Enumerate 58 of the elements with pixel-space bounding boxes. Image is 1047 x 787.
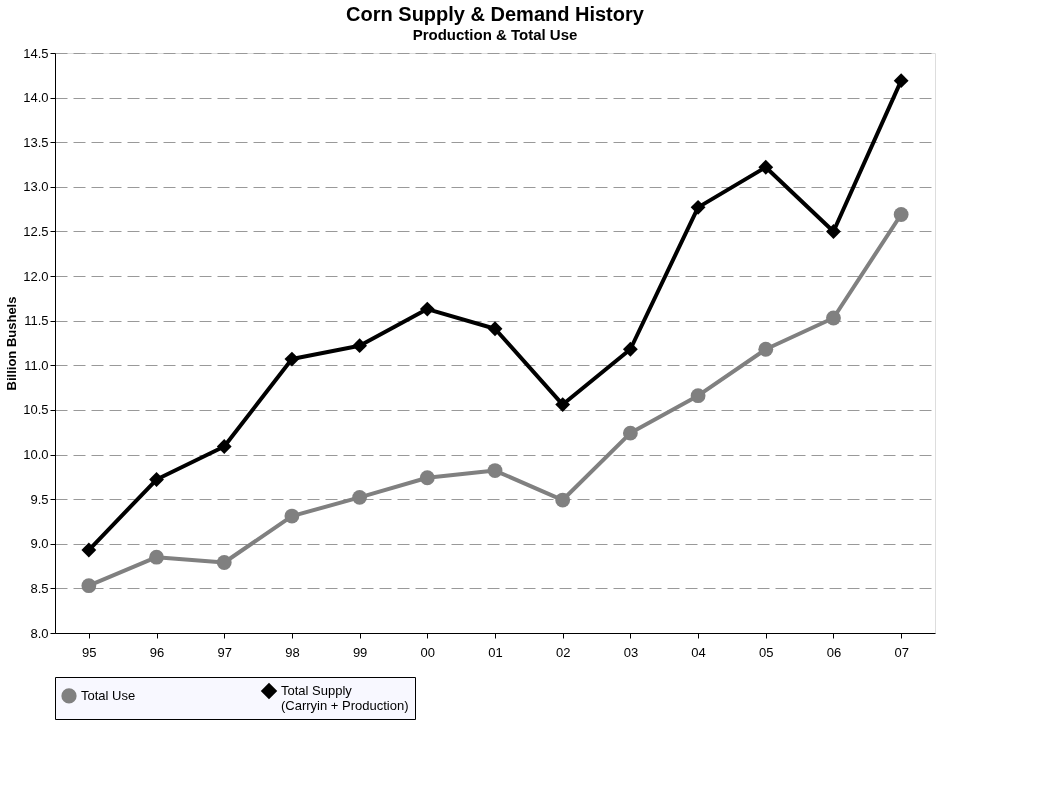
x-tick-label: 99 bbox=[352, 644, 368, 660]
y-tick-label: 13.0 bbox=[23, 179, 49, 195]
chart-subtitle: Production & Total Use bbox=[412, 26, 578, 43]
legend-label: Total Supply (Carryin + Production) bbox=[281, 683, 409, 713]
x-tick-label: 07 bbox=[894, 644, 909, 660]
point bbox=[622, 425, 638, 441]
x-tick-label: 02 bbox=[555, 644, 571, 660]
x-tick-label: 96 bbox=[149, 644, 165, 660]
y-tick-label: 11.5 bbox=[24, 313, 49, 329]
y-axis-title: Billion Bushels bbox=[4, 296, 20, 391]
y-tick-label: 10.5 bbox=[23, 402, 49, 418]
point bbox=[826, 224, 841, 239]
chart-title: Corn Supply & Demand History bbox=[346, 3, 645, 25]
point bbox=[893, 73, 909, 89]
point bbox=[758, 341, 774, 357]
point bbox=[352, 338, 368, 354]
point bbox=[352, 489, 368, 505]
y-tick-label: 12.5 bbox=[23, 223, 49, 239]
point bbox=[555, 492, 571, 508]
point bbox=[284, 508, 300, 524]
x-tick-label: 03 bbox=[623, 644, 639, 660]
point bbox=[487, 463, 503, 478]
point bbox=[419, 470, 435, 486]
point bbox=[419, 301, 435, 317]
y-tick-label: 14.0 bbox=[23, 90, 49, 106]
point bbox=[555, 397, 571, 412]
point bbox=[690, 388, 706, 404]
x-tick-label: 97 bbox=[217, 644, 232, 660]
x-tick-label: 06 bbox=[826, 644, 842, 660]
x-tick-label: 95 bbox=[82, 644, 97, 660]
point bbox=[690, 199, 706, 215]
legend-label: Total Use bbox=[81, 687, 136, 703]
y-tick-label: 9.5 bbox=[30, 491, 49, 507]
x-tick-label: 01 bbox=[488, 644, 503, 660]
y-tick-label: 11.0 bbox=[24, 357, 49, 373]
point bbox=[81, 542, 97, 558]
point bbox=[826, 310, 841, 326]
point bbox=[487, 321, 503, 337]
y-tick-label: 8.5 bbox=[30, 580, 49, 596]
point bbox=[149, 472, 164, 487]
point bbox=[622, 341, 638, 357]
point bbox=[149, 549, 164, 565]
y-tick-label: 9.0 bbox=[30, 536, 49, 552]
point bbox=[216, 439, 232, 454]
y-tick-label: 8.0 bbox=[30, 625, 49, 641]
x-tick-label: 00 bbox=[420, 644, 436, 660]
point bbox=[284, 351, 300, 367]
y-tick-label: 14.5 bbox=[23, 45, 49, 61]
y-tick-label: 12.0 bbox=[23, 268, 49, 284]
point bbox=[216, 555, 232, 570]
point bbox=[81, 578, 97, 594]
x-tick-label: 04 bbox=[691, 644, 706, 660]
x-tick-label: 98 bbox=[285, 644, 300, 660]
point bbox=[893, 207, 909, 222]
x-tick-label: 05 bbox=[759, 644, 774, 660]
y-tick-label: 13.5 bbox=[23, 134, 49, 150]
y-tick-label: 10.0 bbox=[23, 447, 49, 463]
point bbox=[758, 159, 774, 175]
